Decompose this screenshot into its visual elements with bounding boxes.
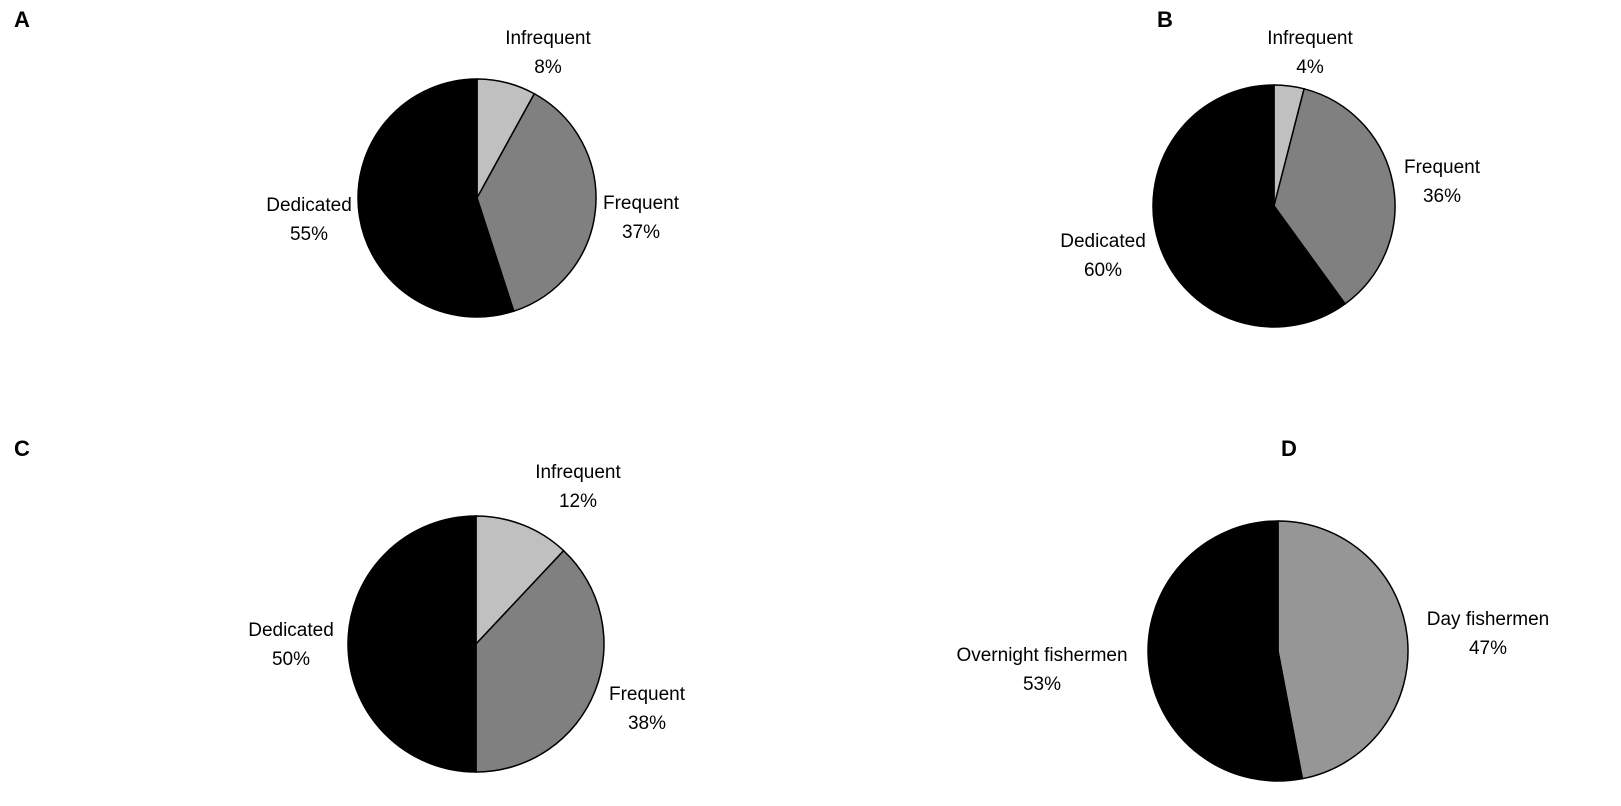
slice-name: Dedicated — [266, 195, 352, 216]
slice-name: Dedicated — [248, 620, 334, 641]
pie-panel-a: A Infrequent 8% Frequent 37% Dedicated 55% — [14, 7, 680, 318]
slice-label: Infrequent 4% — [1267, 28, 1353, 78]
slice-percent: 8% — [534, 57, 562, 78]
slice-percent: 60% — [1084, 260, 1122, 281]
slice-name: Dedicated — [1060, 231, 1146, 252]
slice-label: Day fishermen 47% — [1427, 609, 1550, 659]
slice-name: Infrequent — [535, 462, 621, 483]
panel-letter: C — [14, 436, 30, 461]
slice-label: Infrequent 8% — [505, 28, 591, 78]
slice-label: Frequent 38% — [609, 684, 686, 734]
slice-label: Frequent 37% — [603, 193, 680, 243]
slice-percent: 47% — [1469, 638, 1507, 659]
pie-panel-d: D Day fishermen 47% Overnight fishermen 53% — [956, 436, 1550, 782]
slice-label: Dedicated 60% — [1060, 231, 1146, 281]
panel-letter: B — [1157, 7, 1173, 32]
panel-letter: D — [1281, 436, 1297, 461]
pie-panel-c: C Infrequent 12% Frequent 38% Dedicated 50% — [14, 436, 686, 773]
slice-percent: 53% — [1023, 674, 1061, 695]
slice-name: Frequent — [603, 193, 680, 214]
slice-percent: 36% — [1423, 186, 1461, 207]
pie-slice-dedicated — [357, 78, 515, 318]
slice-label: Dedicated 50% — [248, 620, 334, 670]
pie-slice-dedicated — [1152, 84, 1347, 328]
pie-slice-frequent — [475, 549, 605, 773]
slice-percent: 50% — [272, 649, 310, 670]
pie-slice-frequent — [476, 92, 597, 313]
slice-name: Overnight fishermen — [956, 645, 1127, 666]
pie-slice-dedicated — [347, 515, 477, 773]
pie-panel-b: B Infrequent 4% Frequent 36% Dedicated 60% — [1060, 7, 1481, 328]
slice-name: Day fishermen — [1427, 609, 1550, 630]
slice-percent: 37% — [622, 222, 660, 243]
pie-slice-day-fishermen — [1277, 520, 1409, 780]
slice-label: Frequent 36% — [1404, 157, 1481, 207]
slice-percent: 4% — [1296, 57, 1324, 78]
slice-percent: 55% — [290, 224, 328, 245]
slice-label: Overnight fishermen 53% — [956, 645, 1127, 695]
pie-slice-infrequent — [475, 515, 565, 646]
slice-name: Frequent — [609, 684, 686, 705]
panel-letter: A — [14, 7, 30, 32]
slice-name: Infrequent — [505, 28, 591, 49]
slice-label: Infrequent 12% — [535, 462, 621, 512]
slice-label: Dedicated 55% — [266, 195, 352, 245]
slice-name: Frequent — [1404, 157, 1481, 178]
pie-slice-overnight-fishermen — [1147, 520, 1304, 782]
slice-percent: 12% — [559, 491, 597, 512]
slice-percent: 38% — [628, 713, 666, 734]
pie-slice-frequent — [1273, 87, 1396, 305]
slice-name: Infrequent — [1267, 28, 1353, 49]
